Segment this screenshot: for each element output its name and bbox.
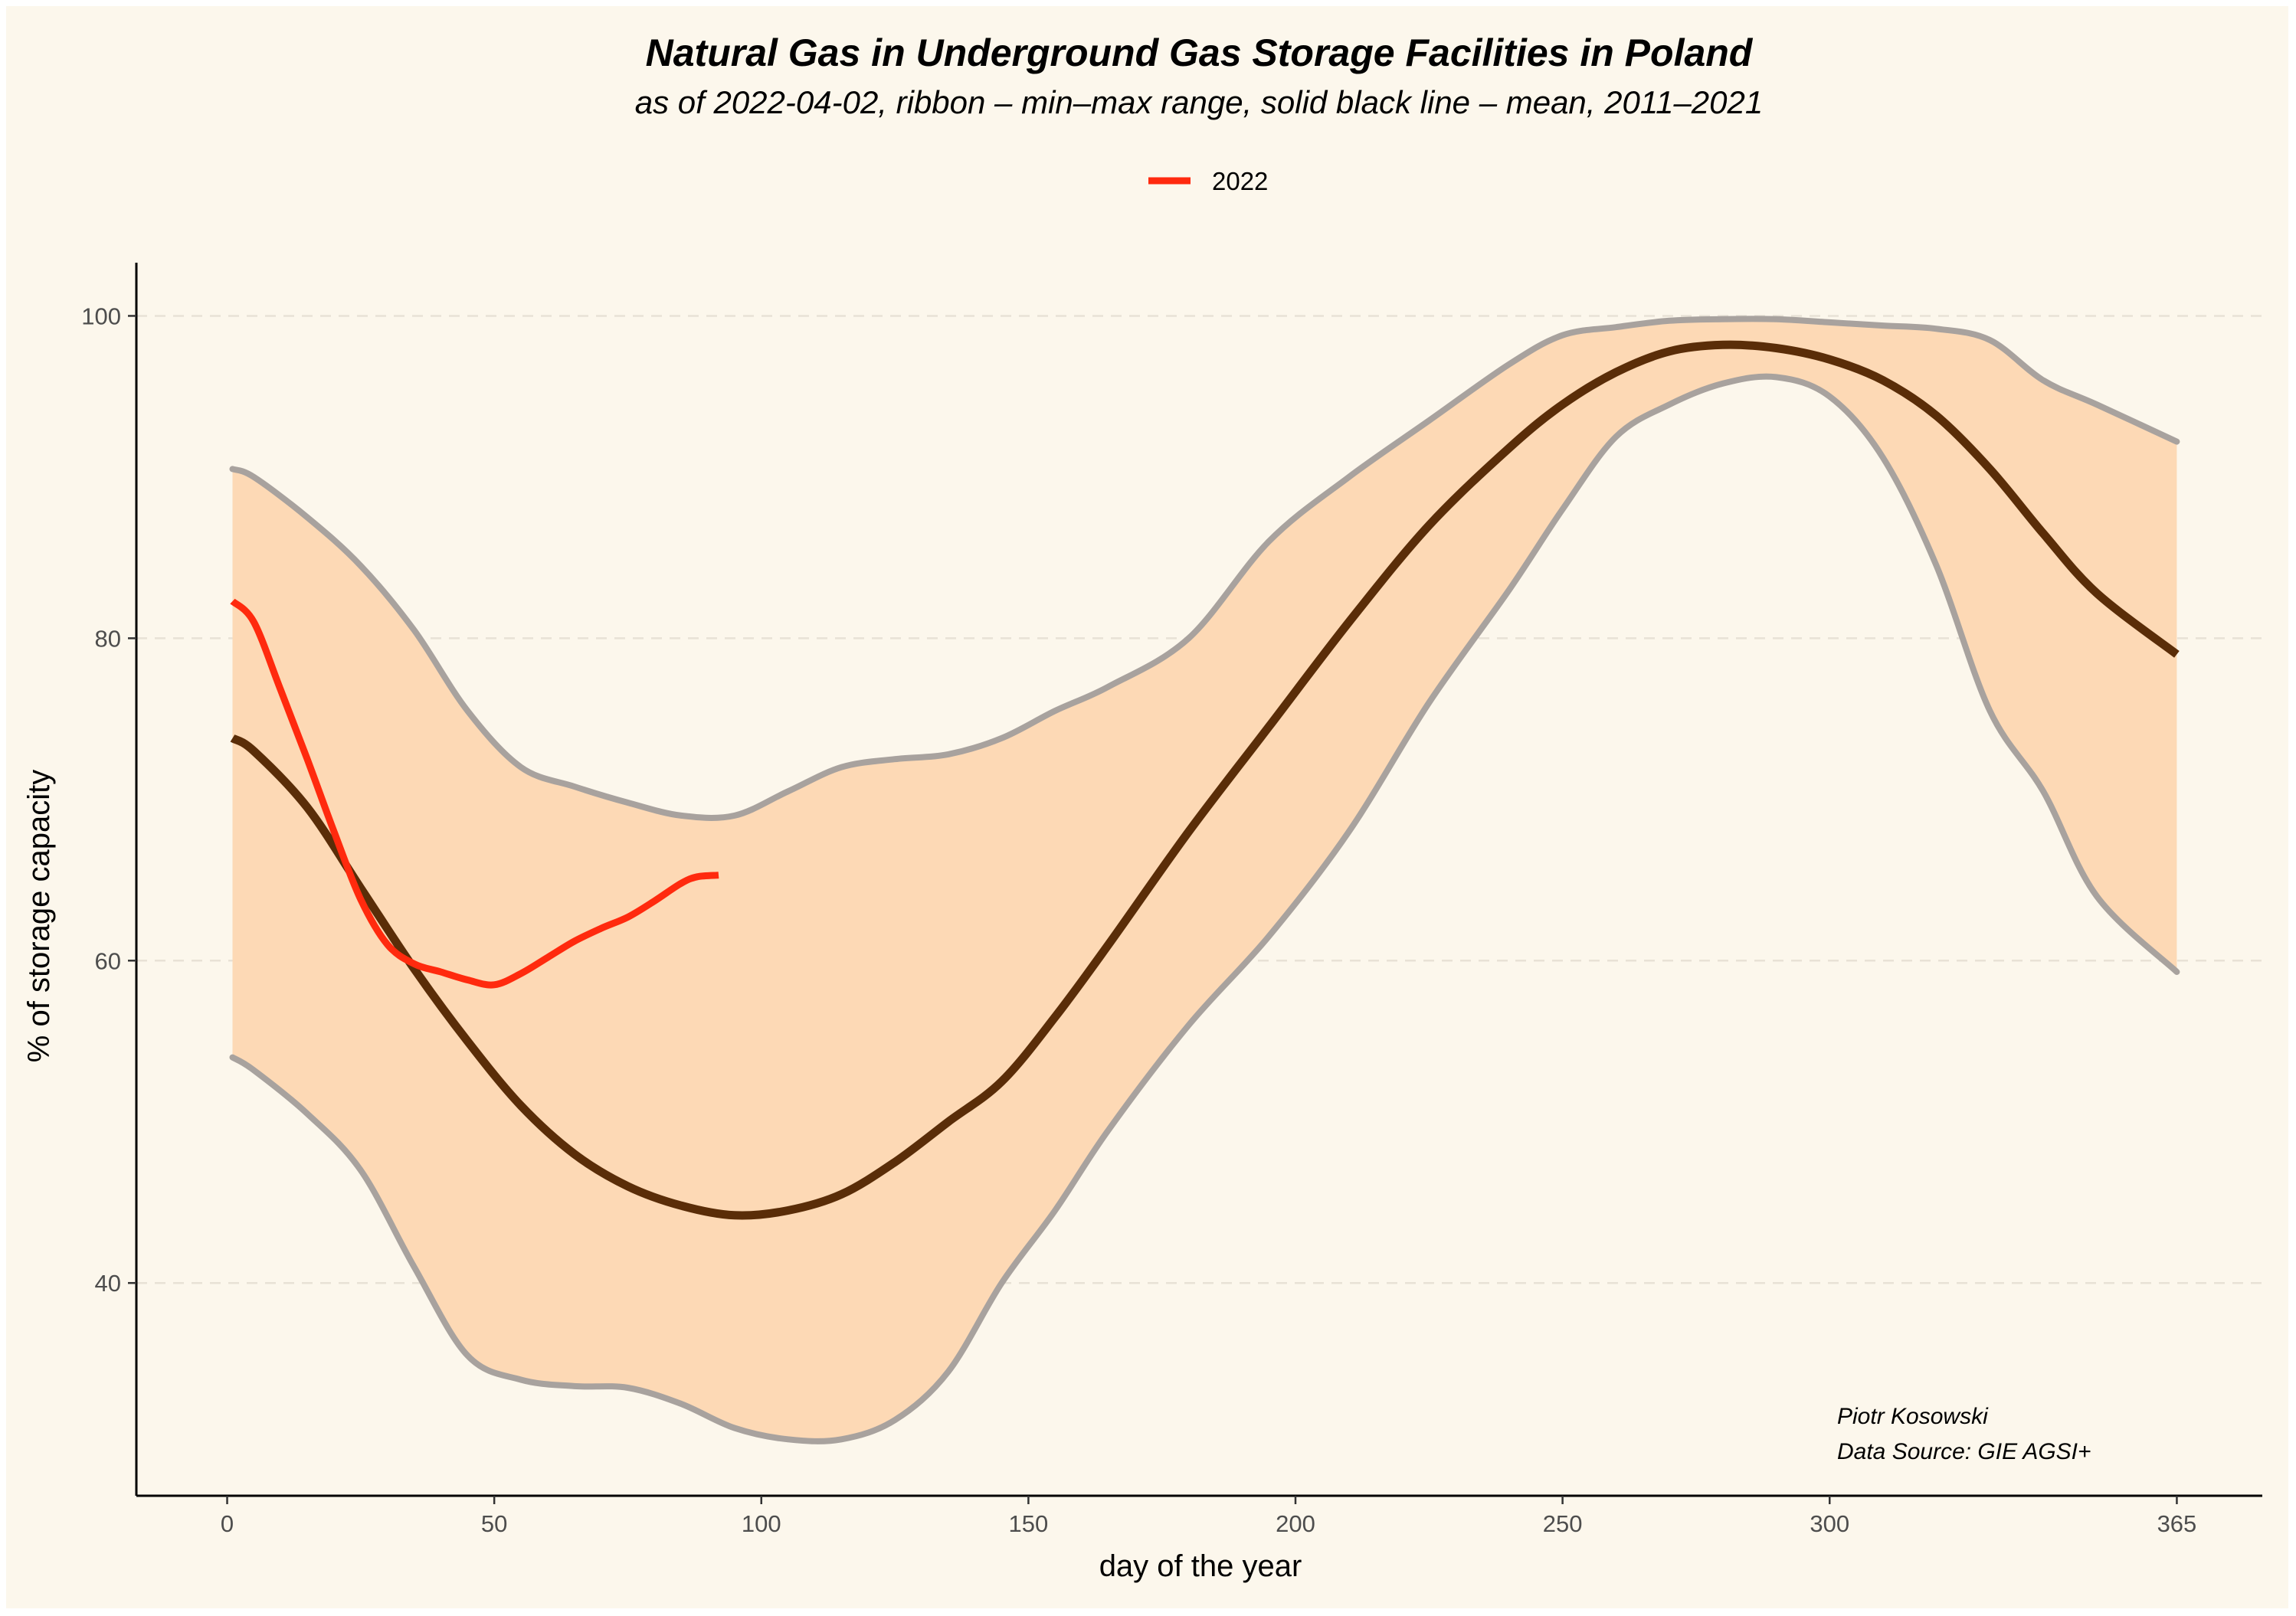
y-tick-label: 40 bbox=[95, 1270, 121, 1297]
x-tick-label: 150 bbox=[1009, 1510, 1049, 1537]
y-tick-label: 80 bbox=[95, 625, 121, 652]
mean-line bbox=[230, 340, 2180, 1220]
x-tick-label: 300 bbox=[1810, 1510, 1849, 1537]
y-tick-label: 60 bbox=[95, 947, 121, 974]
line-2022 bbox=[230, 598, 719, 989]
x-tick-label: 0 bbox=[221, 1510, 234, 1537]
x-tick-label: 50 bbox=[481, 1510, 507, 1537]
chart-panel: Natural Gas in Underground Gas Storage F… bbox=[6, 6, 2288, 1608]
ribbon-area bbox=[232, 319, 2177, 1441]
series-layer bbox=[230, 340, 2180, 1220]
legend-label-2022: 2022 bbox=[1212, 167, 1268, 195]
axes: 0 50 100 150 200 250 300 365 40 60 80 100 bbox=[81, 263, 2262, 1537]
ribbon-min-line bbox=[229, 373, 2180, 1444]
x-tick-label: 365 bbox=[2157, 1510, 2197, 1537]
y-axis-title: % of storage capacity bbox=[22, 770, 56, 1062]
chart-title: Natural Gas in Underground Gas Storage F… bbox=[646, 31, 1754, 74]
x-tick-label: 100 bbox=[742, 1510, 781, 1537]
chart-subtitle: as of 2022-04-02, ribbon – min–max range… bbox=[635, 84, 1764, 120]
ribbon-layer bbox=[229, 316, 2180, 1444]
legend: 2022 bbox=[1148, 167, 1268, 195]
y-tick-label: 100 bbox=[81, 303, 121, 329]
x-tick-label: 200 bbox=[1276, 1510, 1315, 1537]
ribbon-max-line bbox=[229, 316, 2180, 821]
caption-source: Data Source: GIE AGSI+ bbox=[1837, 1439, 2091, 1464]
x-tick-label: 250 bbox=[1543, 1510, 1583, 1537]
x-axis-title: day of the year bbox=[1099, 1549, 1302, 1583]
chart-svg: Natural Gas in Underground Gas Storage F… bbox=[22, 31, 2262, 1583]
caption-author: Piotr Kosowski bbox=[1837, 1404, 1989, 1429]
